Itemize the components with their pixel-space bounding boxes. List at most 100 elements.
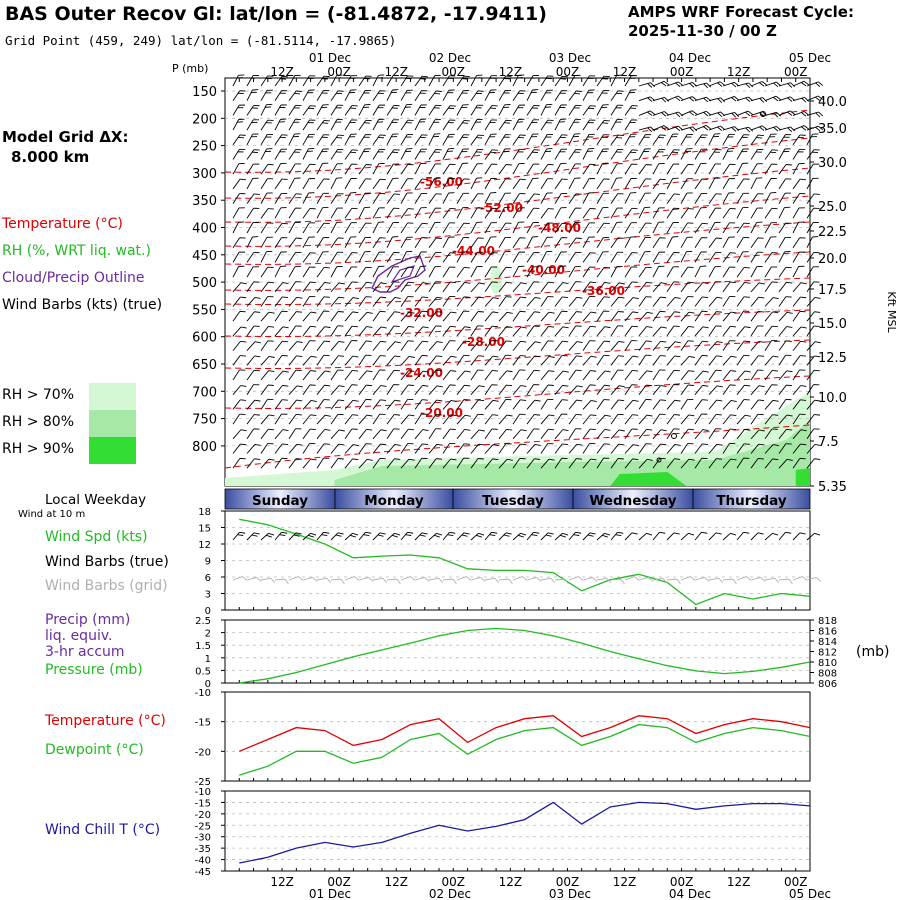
pressure-tick-label: 700 — [192, 385, 217, 400]
wind-barb — [596, 162, 609, 175]
wind-barb — [610, 221, 623, 234]
rh90-swatch — [89, 437, 136, 464]
wind-barb — [246, 75, 259, 87]
wind-barb — [638, 340, 652, 351]
wind-barb — [708, 125, 726, 132]
wind-barb — [652, 193, 666, 204]
wind-barb — [372, 193, 386, 204]
wind-barb — [806, 458, 821, 469]
wind-barb — [540, 384, 554, 395]
wind-barb — [358, 148, 371, 160]
wind-barb — [596, 192, 610, 204]
wind-barb — [652, 413, 666, 425]
wind-barb — [470, 458, 484, 469]
wind-barb — [624, 75, 638, 87]
wind-barb — [498, 222, 512, 234]
wind-barb — [232, 369, 246, 381]
wind-barb — [666, 81, 684, 87]
wind-barb — [288, 532, 302, 541]
wind-barb — [330, 355, 345, 366]
wind-barb — [750, 532, 764, 541]
wind-barb — [526, 105, 540, 116]
wind-barb — [666, 311, 681, 322]
wind-barb — [428, 341, 443, 351]
wind-barb — [260, 398, 274, 410]
wind-barb — [596, 75, 610, 87]
wind-barb — [582, 355, 597, 366]
wind-barb — [442, 442, 456, 454]
wind-barb — [316, 457, 330, 469]
wind-barb — [750, 148, 764, 160]
wind-barb — [470, 221, 483, 234]
wind-barb — [722, 112, 740, 118]
wind-barb — [428, 443, 443, 454]
pressure-right-tick-label: 808 — [818, 669, 837, 680]
wind-barb — [246, 252, 260, 263]
isotherm-label: -52.00 — [480, 201, 523, 215]
wind-barb — [288, 443, 303, 454]
wind-barb — [722, 147, 735, 160]
height-tick-label: 12.5 — [818, 351, 847, 366]
wind-barb — [764, 532, 779, 541]
wind-barb — [694, 124, 712, 131]
wind-barb — [764, 414, 779, 425]
wind-barb — [400, 576, 416, 581]
rh80-swatch — [89, 410, 136, 437]
wind-barb — [722, 95, 740, 102]
wind-barb — [652, 111, 670, 117]
wind-barb — [582, 370, 597, 381]
wind-barb — [680, 414, 695, 425]
wind-barb — [568, 428, 582, 440]
top-hour-label: 00Z — [784, 65, 808, 79]
wind-barb — [344, 355, 359, 366]
windchill-panel-frame — [224, 790, 811, 872]
wind-barb — [498, 75, 512, 87]
wind-barb — [498, 428, 513, 440]
wind-barb — [736, 384, 751, 395]
wind-barb — [456, 326, 471, 337]
grid-point-label: Grid Point (459, 249) lat/lon = (-81.511… — [5, 33, 397, 48]
wind-barb — [330, 429, 345, 440]
dewpoint-label: Dewpoint (°C) — [45, 742, 144, 758]
wind-barb — [624, 192, 637, 204]
wind-barb — [736, 148, 749, 160]
wind-barb — [358, 370, 373, 381]
wind-barb — [792, 251, 806, 263]
wind-barb — [386, 252, 400, 263]
wind-barb — [274, 162, 287, 175]
wind-barb — [568, 74, 581, 87]
isotherm-line — [224, 375, 811, 409]
wind-barb — [568, 193, 582, 204]
wind-barb — [456, 119, 470, 131]
wind-barb — [554, 251, 567, 263]
wind-barb — [680, 236, 693, 248]
wind-barb — [778, 458, 793, 469]
wind-barb — [260, 103, 273, 116]
wind-barb — [806, 222, 819, 234]
wind-barb — [568, 296, 583, 307]
wind-barb — [792, 80, 810, 87]
wbarb-grid-label: Wind Barbs (grid) — [45, 578, 168, 594]
wind-barb — [624, 105, 638, 116]
wind-barb — [386, 266, 400, 278]
wind-barb — [792, 148, 806, 160]
wind-barb — [764, 458, 779, 469]
wind-barb — [386, 399, 401, 410]
wind-barb — [344, 177, 357, 190]
wind-barb — [736, 576, 752, 581]
wind-barb — [596, 326, 611, 337]
wind-barb — [442, 75, 456, 87]
wind-barb — [638, 428, 653, 440]
wind-barb — [526, 444, 541, 454]
height-tick-label: 40.0 — [818, 95, 847, 110]
precip-panel-tick-label: 1 — [205, 654, 211, 665]
wind-barb — [358, 75, 372, 87]
wind-barb — [680, 134, 694, 146]
wind-barb — [358, 354, 372, 366]
wind-barb — [764, 355, 779, 366]
wind-barb — [610, 578, 625, 585]
legend-rh: RH (%, WRT liq. wat.) — [2, 243, 151, 259]
wind-barb — [512, 237, 526, 248]
pressure-right-tick-label: 816 — [818, 627, 837, 638]
wind-barb — [386, 384, 400, 395]
